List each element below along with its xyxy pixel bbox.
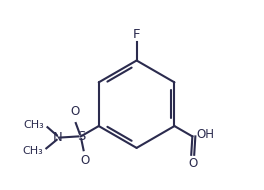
Text: CH₃: CH₃ [23,146,43,156]
Text: O: O [80,154,89,167]
Text: OH: OH [196,128,215,141]
Text: N: N [53,131,63,144]
Text: O: O [188,157,197,170]
Text: F: F [133,28,140,41]
Text: CH₃: CH₃ [23,120,44,130]
Text: S: S [77,130,85,143]
Text: O: O [70,105,79,118]
